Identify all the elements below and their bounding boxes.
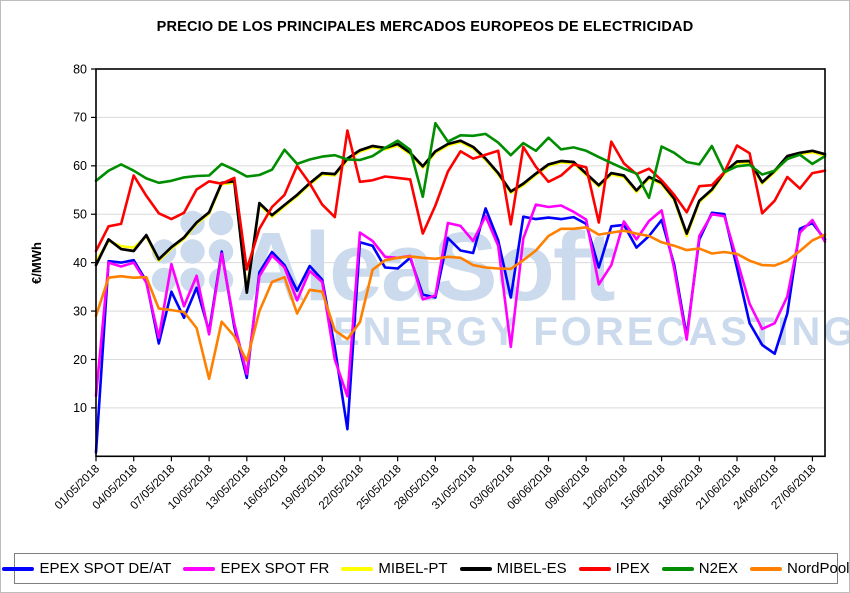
legend-label: MIBEL-PT xyxy=(378,560,448,577)
watermark-logo-dot xyxy=(180,210,205,236)
legend-swatch-icon xyxy=(183,566,216,571)
series-line-epex-spot-fr xyxy=(94,203,827,398)
y-tick-label: 40 xyxy=(73,256,87,270)
series-line-nordpool xyxy=(94,226,827,381)
legend-label: N2EX xyxy=(698,560,738,577)
y-axis-title: €/MWh xyxy=(29,242,44,284)
legend-item-ipex: IPEX xyxy=(578,560,650,577)
legend-swatch-icon xyxy=(341,566,374,571)
legend-swatch-icon xyxy=(578,566,611,571)
legend-label: NordPool xyxy=(786,560,850,577)
series-line-ipex xyxy=(94,129,827,271)
legend-item-epex-spot-de-at: EPEX SPOT DE/AT xyxy=(2,560,171,577)
legend-label: MIBEL-ES xyxy=(496,560,567,577)
legend: EPEX SPOT DE/AT EPEX SPOT FR MIBEL-PT MIBEL… xyxy=(2,553,849,584)
watermark-tagline: ENERGY FORECASTING xyxy=(333,310,849,354)
legend-item-mibel-pt: MIBEL-PT xyxy=(341,560,448,577)
legend-item-nordpool: NordPool xyxy=(749,560,850,577)
chart-title: PRECIO DE LOS PRINCIPALES MERCADOS EUROP… xyxy=(156,19,694,35)
series-line-mibel-es xyxy=(94,139,827,295)
watermark-logo-dot xyxy=(180,239,205,264)
y-tick-label: 70 xyxy=(73,111,87,125)
y-tick-label: 60 xyxy=(73,159,87,173)
legend-label: EPEX SPOT DE/AT xyxy=(39,560,172,577)
y-tick-label: 10 xyxy=(73,401,87,415)
legend-item-n2ex: N2EX xyxy=(661,560,738,577)
y-tick-label: 30 xyxy=(73,304,87,318)
legend-label: IPEX xyxy=(615,560,650,577)
watermark-logo-dot xyxy=(208,210,234,236)
watermark-name: AleaSoft xyxy=(236,212,615,321)
legend-swatch-icon xyxy=(749,566,782,571)
legend-swatch-icon xyxy=(2,566,35,571)
legend-item-mibel-es: MIBEL-ES xyxy=(459,560,567,577)
watermark-logo-dot xyxy=(208,267,234,293)
legend-label: EPEX SPOT FR xyxy=(220,560,330,577)
legend-item-epex-spot-fr: EPEX SPOT FR xyxy=(183,560,329,577)
series-line-n2ex xyxy=(94,121,827,200)
legend-swatch-icon xyxy=(459,566,492,571)
legend-swatch-icon xyxy=(661,566,694,571)
y-tick-label: 80 xyxy=(73,62,87,76)
y-tick-label: 50 xyxy=(73,208,87,222)
y-tick-label: 20 xyxy=(73,353,87,367)
